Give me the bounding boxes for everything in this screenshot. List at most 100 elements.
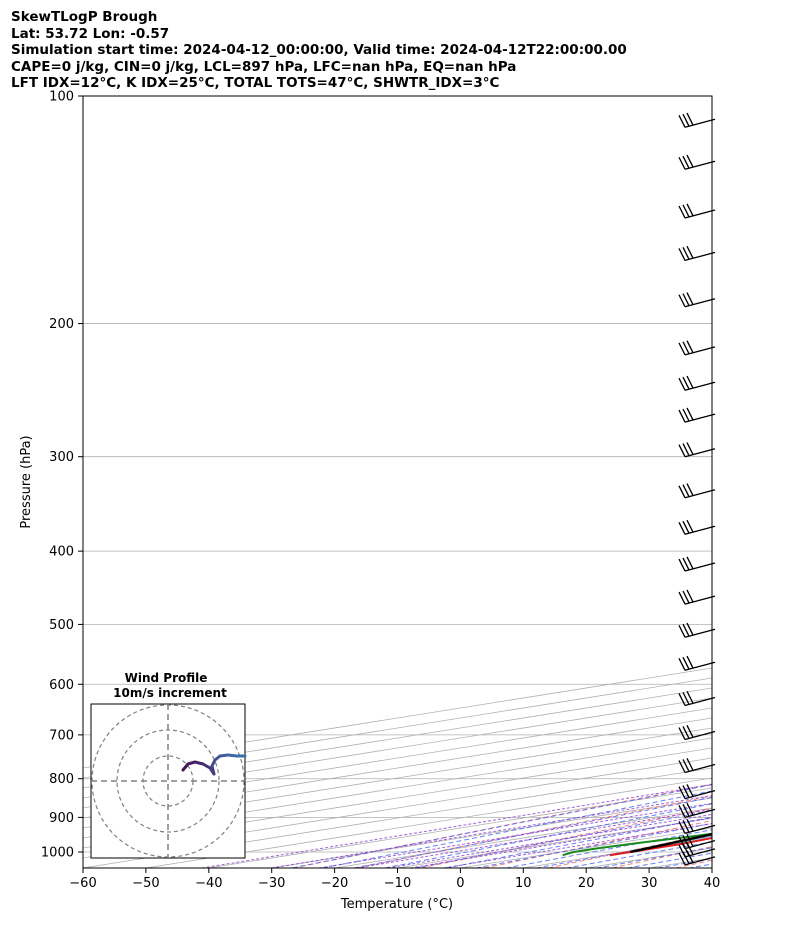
y-axis-label: Pressure (hPa) (19, 435, 34, 528)
barb-staff (684, 628, 716, 638)
dewpoint-line (562, 832, 712, 857)
y-tick-label: 900 (49, 811, 74, 826)
wind-barb (678, 375, 716, 391)
x-axis-label: Temperature (°C) (340, 897, 453, 912)
barb-flag (682, 803, 690, 817)
barb-flag (678, 156, 686, 170)
isotherm (460, 827, 712, 868)
barb-staff (684, 298, 716, 308)
barb-flag (686, 725, 694, 738)
moist-adiabat (686, 863, 712, 868)
barb-flag (686, 519, 694, 533)
wind-barb (678, 834, 716, 850)
isotherm (649, 857, 712, 868)
barb-flag (686, 245, 694, 259)
barb-flag (686, 690, 694, 704)
x-tick-label: −40 (195, 876, 222, 891)
wind-profile-inset: Wind Profile 10m/s increment (90, 671, 247, 859)
barb-flag (682, 247, 690, 260)
barb-staff (684, 789, 716, 800)
barb-flag (678, 852, 686, 866)
barb-staff (684, 856, 716, 866)
x-tick-label: −10 (384, 876, 411, 891)
barb-flag (682, 692, 690, 705)
isotherm (523, 837, 712, 868)
dry-adiabat (740, 96, 794, 868)
barb-flag (678, 836, 686, 849)
barb-flag (686, 758, 694, 771)
y-tick-label: 700 (49, 728, 74, 743)
barb-staff (684, 118, 716, 128)
title-block: SkewTLogP Brough Lat: 53.72 Lon: -0.57 S… (11, 9, 627, 92)
hodograph-trace (181, 753, 247, 776)
wind-barb (678, 519, 716, 535)
dry-adiabat (420, 807, 712, 868)
barb-flag (682, 785, 690, 798)
barb-staff (684, 160, 716, 170)
wind-barb (678, 802, 716, 819)
isotherm (83, 737, 712, 839)
wind-barb (678, 690, 716, 707)
dry-adiabat (675, 859, 712, 868)
barb-flag (686, 802, 694, 816)
background-lines (83, 96, 794, 868)
isotherm (271, 797, 712, 868)
wind-barb (678, 842, 716, 858)
mixing-ratio-line (443, 823, 712, 868)
moist-adiabat (412, 809, 712, 868)
barb-flag (686, 818, 694, 832)
barb-flag (682, 520, 690, 534)
barb-flag (678, 821, 686, 834)
wind-barb (678, 655, 716, 671)
wind-barb (678, 203, 716, 219)
moist-adiabat (533, 835, 712, 868)
barb-flag (682, 293, 690, 306)
moist-adiabat (320, 790, 712, 868)
barb-flag (682, 484, 690, 497)
barb-flag (686, 203, 694, 217)
barb-flag (678, 693, 686, 706)
x-tick-label: 20 (578, 876, 595, 891)
moist-adiabat (289, 784, 712, 868)
hodograph-rings (91, 704, 245, 858)
x-tick-label: −60 (69, 876, 96, 891)
barb-flag (686, 834, 694, 847)
barb-flag (678, 294, 686, 308)
barb-flag (686, 407, 694, 421)
isotherm (83, 717, 712, 819)
isotherm (397, 817, 712, 868)
isotherm (83, 697, 712, 799)
barb-flag (682, 204, 690, 218)
wind-barb (678, 758, 716, 774)
barb-flag (678, 377, 686, 391)
inset-subtitle: 10m/s increment (113, 686, 227, 700)
isotherm (83, 727, 712, 829)
isotherm (83, 667, 712, 769)
isotherm (586, 847, 712, 868)
barb-flag (682, 113, 690, 127)
barb-staff (684, 824, 716, 835)
barb-staff (684, 448, 716, 458)
barb-flag (686, 589, 694, 603)
wind-barb (678, 556, 716, 572)
barb-flag (686, 784, 694, 797)
barb-flag (686, 340, 694, 353)
barb-flag (678, 444, 686, 457)
mixing-ratio-line (410, 817, 712, 868)
isotherm (83, 687, 712, 789)
barb-flag (678, 342, 686, 356)
barb-flag (678, 409, 686, 423)
wind-barb (678, 725, 716, 741)
barb-staff (684, 808, 716, 819)
mixing-ratio-line (271, 795, 712, 868)
barb-staff (684, 730, 716, 741)
moist-adiabat (655, 858, 712, 868)
mixing-ratio-line (387, 813, 712, 868)
profile-lines (562, 832, 712, 857)
barb-flag (686, 622, 694, 636)
x-tick-label: 10 (515, 876, 532, 891)
hodograph-segment (226, 753, 239, 758)
y-tick-label: 300 (49, 450, 74, 465)
barb-flag (678, 624, 686, 638)
barb-flag (682, 835, 690, 848)
